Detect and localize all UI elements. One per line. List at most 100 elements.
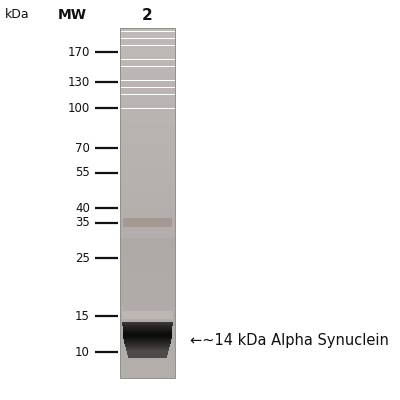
Bar [120,130,175,131]
Bar [120,208,175,209]
Bar [120,125,175,126]
Bar [120,215,175,216]
Bar [120,362,175,363]
Bar [120,74,175,75]
Bar [120,296,175,298]
Bar [120,191,175,192]
Bar [120,79,175,80]
Bar [120,91,175,92]
Bar [120,108,175,110]
Bar [120,345,175,346]
Bar [120,60,175,61]
Bar [120,228,175,229]
Bar [120,363,175,364]
Bar [120,307,175,308]
Bar [120,118,175,119]
Bar [120,64,175,65]
Bar [120,328,175,329]
Text: 70: 70 [75,142,90,154]
Bar [120,275,175,276]
Bar [120,181,175,182]
Bar [120,34,175,35]
Bar [120,282,175,284]
Text: 40: 40 [75,202,90,214]
Bar [120,62,175,63]
Bar [120,316,175,317]
Bar [122,311,173,319]
Bar [120,52,175,54]
Bar [120,136,175,138]
Bar [120,252,175,253]
Bar [120,372,175,373]
Bar [120,234,175,236]
Bar [120,145,175,146]
Bar [120,289,175,290]
Bar [120,253,175,254]
Bar [120,84,175,85]
Bar [120,220,175,222]
Bar [120,93,175,94]
Bar [120,306,175,307]
Bar [120,346,175,348]
Bar [120,341,175,342]
Bar [120,204,175,205]
Bar [120,162,175,163]
Text: 35: 35 [75,216,90,230]
Bar [120,288,175,289]
Bar [120,266,175,267]
Bar [120,50,175,51]
Bar [120,46,175,47]
Bar [120,294,175,295]
Bar [120,54,175,55]
Bar [120,189,175,190]
Bar [120,178,175,180]
Text: 130: 130 [68,76,90,88]
Bar [120,374,175,376]
Bar [120,28,175,378]
Bar [120,44,175,46]
Bar [120,240,175,242]
Bar [120,233,175,234]
Bar [120,94,175,96]
Bar [120,332,175,334]
Bar [120,61,175,62]
Bar [120,139,175,140]
Bar [120,202,175,203]
Bar [120,182,175,183]
Bar [120,149,175,150]
Bar [120,152,175,153]
Bar [120,324,175,326]
Bar [120,230,175,231]
Bar [120,222,175,223]
Bar [120,302,175,303]
Bar [120,369,175,370]
Bar [120,257,175,258]
Bar [120,217,175,218]
Bar [120,281,175,282]
Bar [120,268,175,270]
Bar [120,279,175,280]
Bar [120,90,175,91]
Bar [120,63,175,64]
Text: 10: 10 [75,346,90,358]
Bar [120,85,175,86]
Bar [120,107,175,108]
Bar [120,260,175,261]
Text: 2: 2 [142,8,152,22]
Bar [120,127,175,128]
Bar [120,357,175,358]
Bar [120,48,175,49]
Bar [120,183,175,184]
Bar [120,65,175,66]
Bar [120,33,175,34]
Bar [120,356,175,357]
Bar [120,308,175,309]
Bar [120,82,175,83]
Bar [120,111,175,112]
Bar [120,352,175,354]
Bar [120,97,175,98]
Bar [120,83,175,84]
Bar [120,209,175,210]
Bar [120,198,175,200]
Bar [120,173,175,174]
